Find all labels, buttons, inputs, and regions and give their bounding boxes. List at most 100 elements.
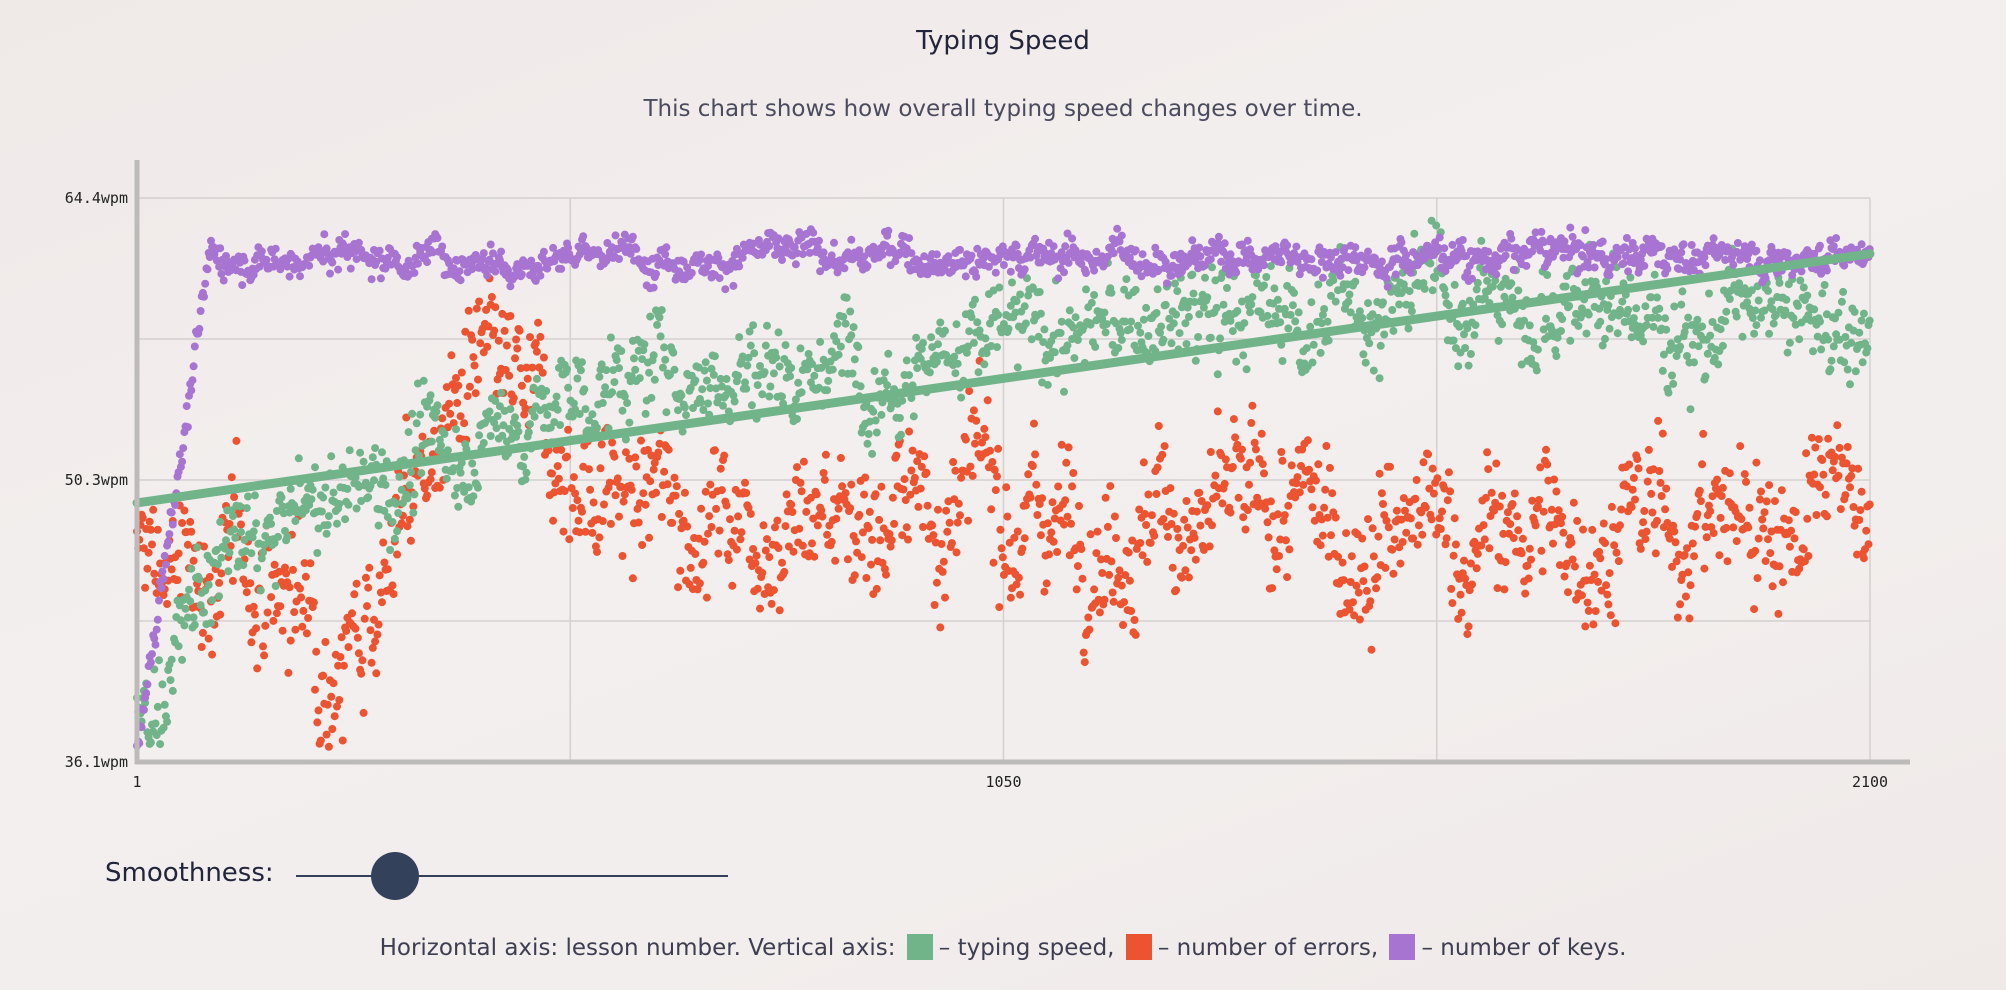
data-point bbox=[327, 692, 336, 701]
data-point bbox=[878, 250, 887, 259]
data-point bbox=[564, 243, 573, 252]
data-point bbox=[1613, 329, 1622, 338]
data-point bbox=[950, 352, 959, 361]
data-point bbox=[187, 386, 196, 395]
data-point bbox=[972, 416, 981, 425]
data-point bbox=[350, 590, 359, 599]
data-point bbox=[1658, 366, 1667, 375]
data-point bbox=[1631, 495, 1639, 504]
data-point bbox=[1629, 314, 1638, 323]
data-point bbox=[497, 247, 506, 256]
data-point bbox=[778, 558, 786, 567]
data-point bbox=[1832, 234, 1841, 243]
data-point bbox=[1598, 341, 1607, 350]
data-point bbox=[1590, 263, 1599, 272]
data-point bbox=[252, 624, 261, 633]
data-point bbox=[469, 492, 478, 501]
data-point bbox=[1699, 429, 1708, 438]
data-point bbox=[1260, 469, 1268, 478]
data-point bbox=[1226, 508, 1235, 517]
data-point bbox=[868, 535, 877, 544]
data-point bbox=[588, 528, 597, 537]
data-point bbox=[1220, 479, 1229, 488]
data-point bbox=[1622, 482, 1631, 491]
data-point bbox=[707, 523, 716, 531]
data-point bbox=[1658, 429, 1667, 438]
data-point bbox=[884, 226, 893, 235]
data-point bbox=[1760, 306, 1769, 315]
data-point bbox=[215, 592, 224, 601]
data-point bbox=[1624, 267, 1633, 276]
data-point bbox=[539, 247, 548, 256]
data-point bbox=[1751, 306, 1760, 315]
data-point bbox=[456, 468, 465, 477]
data-point bbox=[1197, 497, 1206, 505]
data-point bbox=[1020, 265, 1029, 274]
data-point bbox=[1102, 320, 1111, 329]
data-point bbox=[1605, 271, 1614, 280]
data-point bbox=[1528, 496, 1537, 505]
data-point bbox=[1498, 320, 1507, 329]
data-point bbox=[1783, 348, 1792, 357]
data-point bbox=[1767, 297, 1776, 306]
data-point bbox=[1795, 335, 1804, 344]
data-point bbox=[1752, 246, 1761, 255]
data-point bbox=[1797, 267, 1806, 276]
data-point bbox=[1071, 313, 1080, 322]
data-point bbox=[1764, 286, 1772, 295]
data-point bbox=[1723, 557, 1732, 566]
data-point bbox=[856, 382, 865, 391]
data-point bbox=[623, 399, 632, 407]
data-point bbox=[1057, 248, 1066, 257]
data-point bbox=[158, 567, 167, 576]
axes bbox=[134, 160, 1910, 765]
data-point bbox=[1450, 280, 1459, 289]
data-point bbox=[1295, 488, 1304, 497]
data-point bbox=[200, 542, 208, 551]
data-point bbox=[798, 541, 807, 550]
data-point bbox=[1847, 338, 1856, 347]
data-point bbox=[224, 567, 233, 576]
data-point bbox=[1391, 270, 1400, 279]
data-point bbox=[759, 521, 768, 530]
data-point bbox=[1549, 539, 1557, 548]
slider-knob[interactable] bbox=[371, 852, 420, 900]
data-point bbox=[1146, 538, 1155, 547]
data-point bbox=[717, 486, 726, 495]
data-point bbox=[201, 279, 210, 288]
data-point bbox=[1865, 500, 1874, 509]
data-point bbox=[943, 527, 952, 536]
data-point bbox=[1195, 243, 1204, 252]
smoothness-slider[interactable] bbox=[296, 852, 728, 900]
data-point bbox=[1759, 524, 1768, 533]
data-point bbox=[857, 553, 866, 562]
data-point bbox=[225, 548, 234, 557]
data-point bbox=[1030, 419, 1038, 428]
data-point bbox=[253, 564, 262, 573]
data-point bbox=[580, 385, 589, 394]
slider-track[interactable] bbox=[296, 875, 728, 877]
data-point bbox=[1596, 317, 1605, 326]
data-point bbox=[1813, 332, 1822, 341]
data-point bbox=[1560, 237, 1569, 246]
data-point bbox=[255, 262, 264, 271]
data-point bbox=[403, 522, 412, 531]
data-point bbox=[1160, 442, 1169, 451]
data-point bbox=[1517, 549, 1526, 558]
data-point bbox=[1584, 263, 1593, 272]
data-point bbox=[1822, 266, 1831, 275]
data-point bbox=[1543, 460, 1552, 469]
data-point bbox=[871, 416, 880, 425]
data-point bbox=[1280, 511, 1289, 520]
data-point bbox=[412, 419, 421, 428]
data-point bbox=[1098, 569, 1107, 577]
data-point bbox=[278, 502, 287, 511]
data-point bbox=[519, 462, 528, 471]
data-point bbox=[1594, 577, 1602, 586]
data-point bbox=[1355, 307, 1364, 316]
data-point bbox=[1069, 469, 1078, 477]
data-point bbox=[282, 569, 291, 578]
data-point bbox=[1306, 322, 1315, 331]
data-point bbox=[1375, 469, 1384, 478]
data-point bbox=[1470, 537, 1479, 546]
